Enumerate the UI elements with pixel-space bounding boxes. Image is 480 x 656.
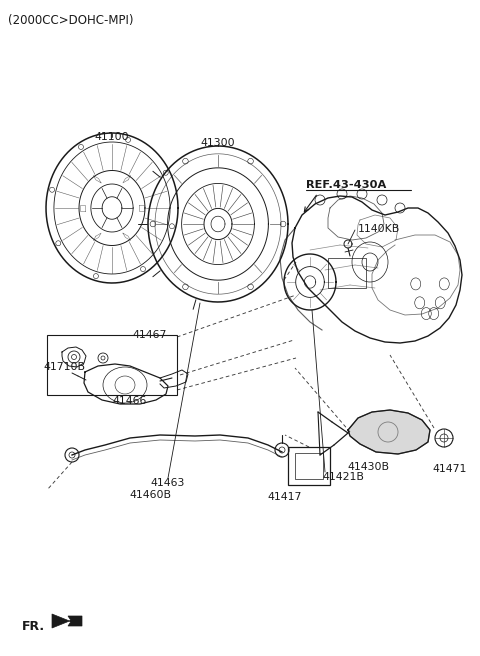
Text: 41471: 41471 — [432, 464, 467, 474]
Text: 41710B: 41710B — [43, 362, 85, 372]
Text: (2000CC>DOHC-MPI): (2000CC>DOHC-MPI) — [8, 14, 133, 27]
Text: 1140KB: 1140KB — [358, 224, 400, 234]
Text: REF.43-430A: REF.43-430A — [306, 180, 386, 190]
Bar — [288, 447, 330, 485]
Text: 41460B: 41460B — [129, 490, 171, 500]
Text: 41430B: 41430B — [347, 462, 389, 472]
Text: 41463: 41463 — [151, 478, 185, 488]
Text: 41100: 41100 — [95, 132, 129, 142]
Text: 41300: 41300 — [201, 138, 235, 148]
Text: 41421B: 41421B — [322, 472, 364, 482]
Text: 41467: 41467 — [133, 330, 167, 340]
Polygon shape — [348, 410, 430, 454]
Text: 41466: 41466 — [113, 396, 147, 406]
Bar — [328, 258, 366, 288]
Polygon shape — [52, 614, 82, 628]
Bar — [295, 453, 323, 479]
Text: FR.: FR. — [22, 620, 45, 633]
Text: 41417: 41417 — [268, 492, 302, 502]
Bar — [47, 335, 177, 395]
